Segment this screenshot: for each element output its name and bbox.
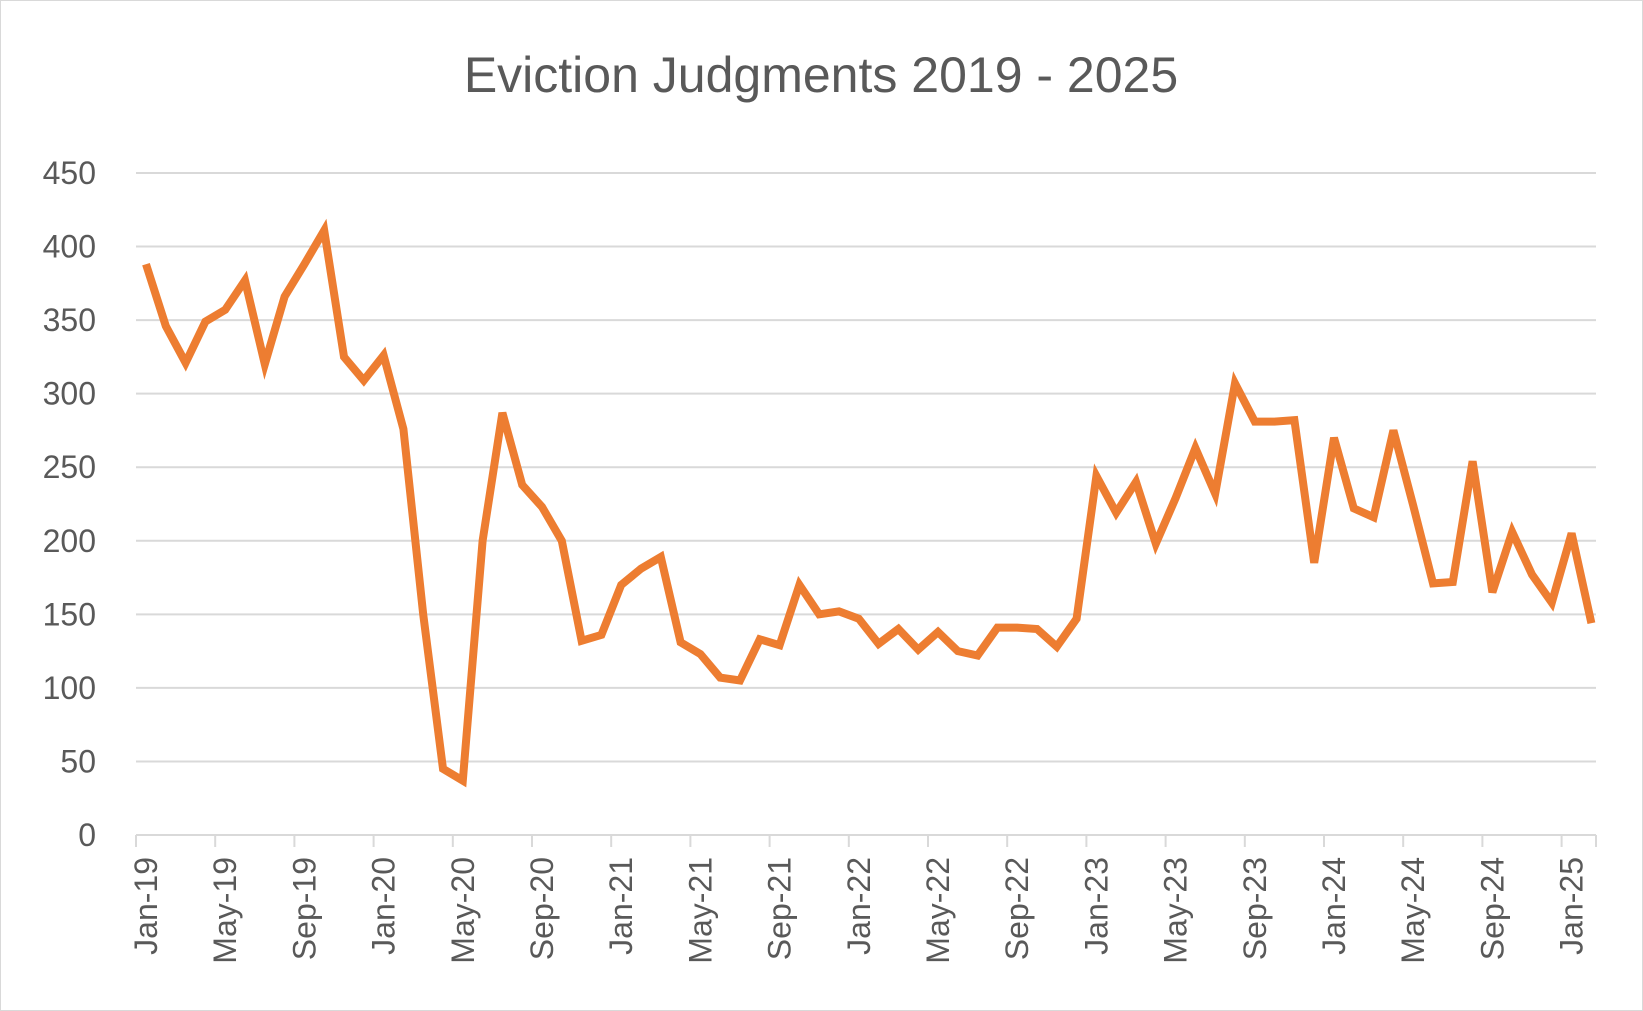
chart-title: Eviction Judgments 2019 - 2025 xyxy=(464,47,1178,103)
y-tick-label: 400 xyxy=(43,229,96,265)
y-tick-label: 450 xyxy=(43,155,96,191)
y-tick-label: 200 xyxy=(43,523,96,559)
x-axis-ticks: Jan-19 May-19 Sep-19 Jan-20 May-20 Sep-20 Jan-… xyxy=(128,857,1590,964)
series-line xyxy=(142,218,1596,788)
x-tick-label: Sep-22 xyxy=(999,857,1035,960)
gridlines xyxy=(136,172,1596,763)
x-tick-label: Sep-24 xyxy=(1474,857,1510,960)
x-axis xyxy=(135,834,1597,847)
y-tick-label: 0 xyxy=(78,817,96,853)
y-tick-label: 100 xyxy=(43,670,96,706)
y-tick-label: 150 xyxy=(43,596,96,632)
x-tick-label: Sep-21 xyxy=(762,857,798,960)
y-tick-label: 50 xyxy=(60,743,96,779)
x-tick-label: Sep-20 xyxy=(524,857,560,960)
x-tick-label: Sep-19 xyxy=(286,857,322,960)
y-axis-ticks: 0 50 100 150 200 250 300 350 400 450 xyxy=(43,155,96,853)
x-tick-label: Jan-22 xyxy=(841,857,877,955)
x-tick-label: May-20 xyxy=(445,857,481,964)
x-tick-label: Jan-24 xyxy=(1316,857,1352,955)
x-tick-label: May-23 xyxy=(1158,857,1194,964)
x-tick-label: May-22 xyxy=(920,857,956,964)
x-tick-label: Jan-23 xyxy=(1078,857,1114,955)
x-tick-label: Jan-19 xyxy=(128,857,164,955)
x-tick-label: May-19 xyxy=(207,857,243,964)
x-tick-label: May-24 xyxy=(1395,857,1431,964)
x-tick-label: Sep-23 xyxy=(1237,857,1273,960)
x-tick-label: Jan-21 xyxy=(603,857,639,955)
y-tick-label: 250 xyxy=(43,449,96,485)
y-tick-label: 300 xyxy=(43,376,96,412)
x-tick-label: Jan-25 xyxy=(1554,857,1590,955)
y-tick-label: 350 xyxy=(43,302,96,338)
x-tick-label: May-21 xyxy=(682,857,718,964)
series-eviction-judgments xyxy=(142,218,1596,788)
x-tick-label: Jan-20 xyxy=(366,857,402,955)
